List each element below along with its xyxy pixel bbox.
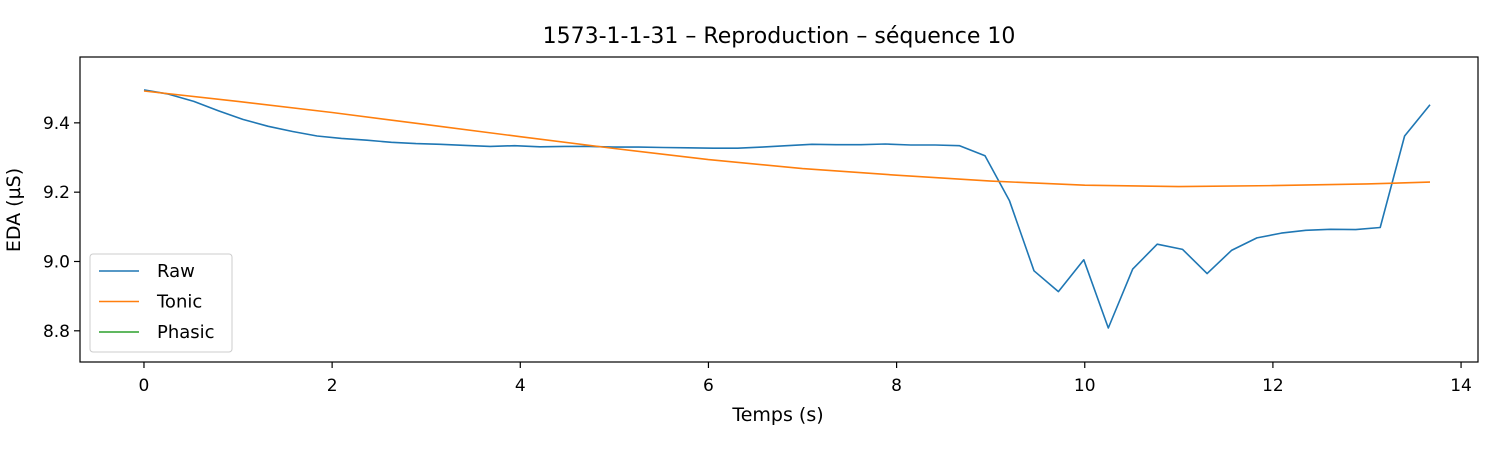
x-tick-label: 14	[1450, 376, 1472, 396]
x-tick-label: 4	[515, 376, 526, 396]
series-line-tonic	[143, 90, 1431, 188]
legend-box	[89, 253, 233, 353]
y-tick-label: 9.2	[43, 183, 70, 203]
series-line-raw	[143, 89, 1431, 329]
x-axis-label: Temps (s)	[731, 404, 823, 426]
y-tick-label: 9.0	[43, 252, 70, 272]
series-layer	[143, 89, 1431, 329]
x-tick-label: 0	[139, 376, 150, 396]
axis-ticks: 0 2 4 6 8 10 12 14 8.8 9.0 9.2 9.4	[43, 114, 1472, 396]
x-tick-label: 10	[1074, 376, 1096, 396]
x-tick-label: 2	[327, 376, 338, 396]
legend-label-phasic: Phasic	[157, 322, 215, 343]
x-tick-label: 6	[703, 376, 714, 396]
legend-label-raw: Raw	[157, 261, 195, 282]
chart-title: 1573-1-1-31 – Reproduction – séquence 10	[543, 24, 1016, 49]
legend: Raw Tonic Phasic	[89, 253, 233, 353]
y-tick-label: 9.4	[43, 114, 70, 134]
y-axis-label: EDA (µS)	[3, 168, 25, 252]
plot-frame	[79, 56, 1479, 363]
legend-label-tonic: Tonic	[156, 292, 202, 313]
x-tick-label: 12	[1262, 376, 1284, 396]
x-tick-label: 8	[891, 376, 902, 396]
y-tick-label: 8.8	[43, 322, 70, 342]
